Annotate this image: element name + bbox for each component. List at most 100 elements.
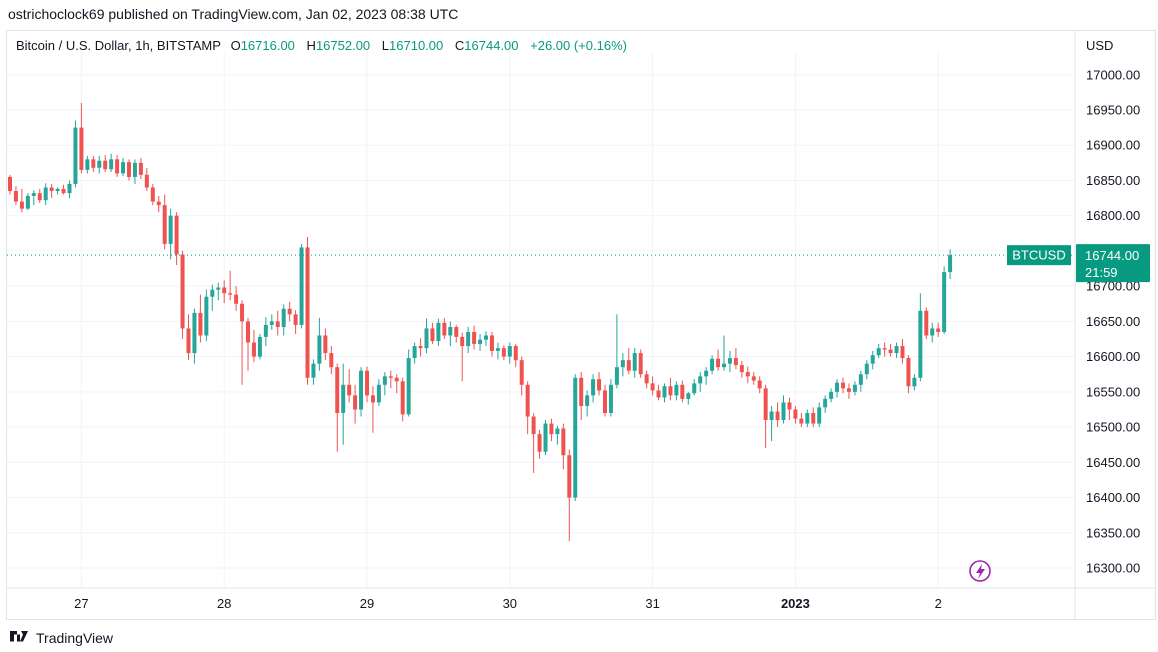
candle-body [228, 293, 233, 295]
candle-body [144, 174, 149, 188]
high-value: 16752.00 [315, 38, 371, 53]
candle-body [561, 428, 566, 456]
candle-body [323, 335, 328, 354]
candle-body [127, 162, 131, 177]
candle-body [519, 360, 524, 385]
candle-body [162, 205, 167, 244]
candle-body [680, 384, 685, 399]
low-value: 16710.00 [389, 38, 444, 53]
chart-frame [6, 30, 1156, 620]
candle-body [513, 346, 518, 361]
open-value: 16716.00 [240, 38, 295, 53]
candle-body [61, 188, 66, 194]
ticker-tag [1007, 245, 1071, 266]
candle-body [858, 374, 863, 385]
candle-body [918, 310, 923, 378]
candle-body [263, 324, 268, 337]
candle-body [650, 383, 655, 391]
candle-body [710, 358, 715, 371]
candle-body [882, 348, 887, 350]
candle-body [769, 411, 774, 421]
candle-body [870, 355, 875, 364]
candle-body [222, 287, 227, 294]
candle-body [900, 346, 905, 359]
candle-body [109, 159, 114, 170]
candle-body [246, 321, 250, 343]
candle-body [888, 349, 893, 354]
candle-body [489, 335, 494, 351]
candle-body [240, 303, 245, 322]
candle-body [180, 254, 185, 329]
candle-body [275, 321, 280, 328]
candle-body [394, 377, 399, 382]
price-tick-label: 16400.00 [1086, 490, 1140, 505]
ohlc-legend: Bitcoin / U.S. Dollar, 1h, BITSTAMP O167… [16, 38, 635, 53]
candle-body [359, 370, 364, 410]
symbol-title[interactable]: Bitcoin / U.S. Dollar, 1h, BITSTAMP [16, 38, 221, 53]
last-price-badge [1076, 244, 1150, 283]
candle-body [406, 358, 411, 415]
candle-body [835, 382, 840, 392]
candle-body [936, 328, 941, 332]
candle-body [31, 193, 36, 196]
candle-body [930, 328, 935, 336]
candle-body [91, 159, 96, 168]
candle-body [894, 346, 899, 354]
candle-body [674, 384, 679, 396]
candle-body [614, 367, 619, 385]
candle-body [8, 176, 12, 192]
price-tick-label: 16850.00 [1086, 173, 1140, 188]
candle-body [579, 377, 584, 406]
currency-label[interactable]: USD [1086, 38, 1114, 53]
candle-body [335, 367, 340, 413]
candle-body [852, 384, 857, 392]
price-tick-label-partial: 17000.00 [1086, 67, 1140, 82]
candle-body [19, 201, 24, 209]
candle-body [608, 384, 613, 413]
candle-body [603, 390, 607, 413]
tradingview-footer: TradingView [8, 630, 113, 646]
candle-body [846, 388, 851, 392]
candle-body [864, 363, 869, 375]
candle-body [876, 348, 881, 356]
candle-body [216, 287, 221, 290]
price-tick-label: 16900.00 [1086, 138, 1140, 153]
candle-body [793, 409, 798, 419]
change-value: +26.00 (+0.16%) [530, 38, 627, 53]
candle-body [751, 376, 756, 381]
candle-body [799, 418, 804, 424]
candle-body [376, 384, 381, 403]
candle-body [347, 384, 352, 396]
time-tick-label: 2 [935, 596, 942, 611]
candle-body [757, 380, 762, 389]
candle-body [555, 428, 560, 435]
candle-body [787, 402, 792, 410]
price-tick-label: 16800.00 [1086, 208, 1140, 223]
candle-body [472, 331, 477, 344]
candle-body [305, 247, 310, 378]
bar-countdown: 21:59 [1085, 265, 1118, 280]
high-label: H [306, 38, 316, 53]
candle-body [811, 412, 816, 424]
lightning-icon[interactable] [969, 560, 991, 582]
candle-body [442, 322, 447, 336]
candle-body [501, 348, 506, 357]
candle-body [269, 321, 274, 325]
candle-body [537, 434, 542, 452]
candle-body [168, 215, 173, 244]
candle-body [299, 247, 304, 325]
candle-body [829, 391, 834, 399]
candle-body [722, 363, 726, 368]
price-tick-label: 16450.00 [1086, 455, 1140, 470]
candle-body [924, 310, 929, 336]
candle-body [281, 308, 286, 328]
candle-body [186, 328, 191, 354]
ticker-tag-label: BTCUSD [1012, 248, 1065, 263]
candle-body [781, 402, 786, 421]
candle-body [466, 331, 471, 347]
candle-body [293, 314, 298, 325]
candle-body [341, 384, 346, 413]
candle-body [85, 159, 90, 170]
candle-body [37, 193, 42, 201]
